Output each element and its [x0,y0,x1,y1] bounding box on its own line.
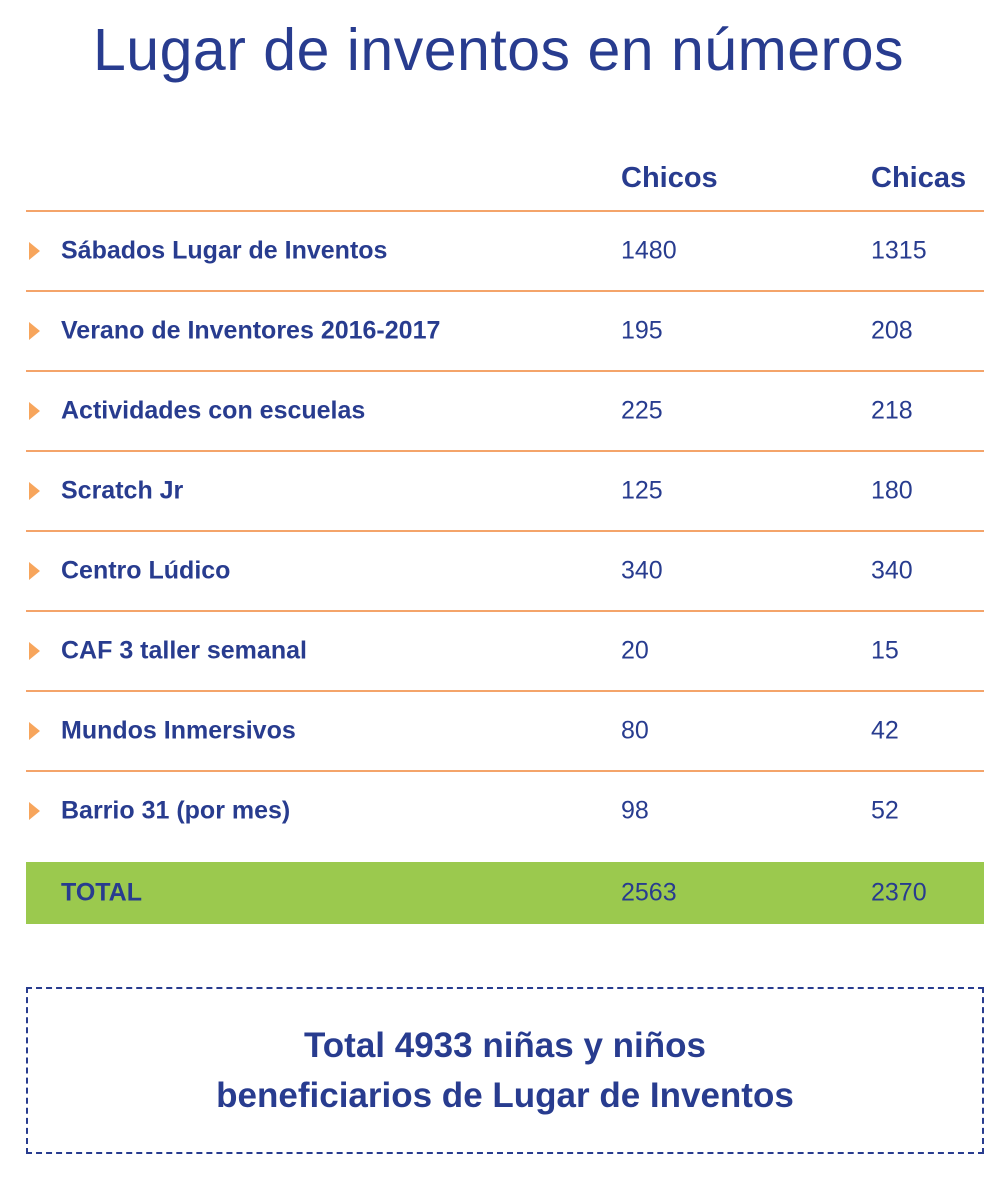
summary-box: Total 4933 niñas y niños beneficiarios d… [26,987,984,1154]
row-value-boys: 340 [621,556,663,585]
table-row: Scratch Jr 125 180 [26,452,984,532]
triangle-right-icon [29,482,40,500]
row-value-boys: 80 [621,716,649,745]
table-row: Sábados Lugar de Inventos 1480 1315 [26,212,984,292]
row-label: Centro Lúdico [61,556,231,585]
row-value-girls: 15 [871,636,899,665]
triangle-right-icon [29,562,40,580]
row-label: Sábados Lugar de Inventos [61,236,388,265]
table-header: Chicos Chicas [26,150,984,212]
summary-line-2: beneficiarios de Lugar de Inventos [216,1075,794,1115]
triangle-right-icon [29,322,40,340]
row-value-girls: 180 [871,476,913,505]
triangle-right-icon [29,242,40,260]
row-value-boys: 1480 [621,236,677,265]
row-label: Scratch Jr [61,476,184,505]
row-value-girls: 1315 [871,236,927,265]
triangle-right-icon [29,642,40,660]
table-row: Mundos Inmersivos 80 42 [26,692,984,772]
table-row: CAF 3 taller semanal 20 15 [26,612,984,692]
triangle-right-icon [29,402,40,420]
total-row: TOTAL 2563 2370 [26,862,984,924]
column-header-boys: Chicos [621,162,718,194]
summary-line-1: Total 4933 niñas y niños [304,1025,706,1065]
row-label: Mundos Inmersivos [61,716,296,745]
row-value-girls: 52 [871,796,899,825]
row-value-boys: 20 [621,636,649,665]
page-title: Lugar de inventos en números [92,17,905,83]
row-label: Barrio 31 (por mes) [61,796,291,825]
row-value-boys: 125 [621,476,663,505]
column-header-girls: Chicas [871,162,967,194]
table-row: Verano de Inventores 2016-2017 195 208 [26,292,984,372]
numbers-table: Chicos Chicas Sábados Lugar de Inventos … [26,150,984,924]
row-value-boys: 195 [621,316,663,345]
total-label: TOTAL [61,878,143,907]
row-value-girls: 340 [871,556,913,585]
table-row: Actividades con escuelas 225 218 [26,372,984,452]
row-label: Actividades con escuelas [61,396,366,425]
triangle-right-icon [29,802,40,820]
row-value-girls: 42 [871,716,899,745]
total-value-girls: 2370 [871,878,927,907]
total-value-boys: 2563 [621,878,677,907]
row-label: CAF 3 taller semanal [61,636,307,665]
row-value-girls: 218 [871,396,913,425]
table-row: Barrio 31 (por mes) 98 52 [26,772,984,850]
row-value-boys: 98 [621,796,649,825]
row-label: Verano de Inventores 2016-2017 [61,316,441,345]
row-value-boys: 225 [621,396,663,425]
row-value-girls: 208 [871,316,913,345]
triangle-right-icon [29,722,40,740]
table-row: Centro Lúdico 340 340 [26,532,984,612]
